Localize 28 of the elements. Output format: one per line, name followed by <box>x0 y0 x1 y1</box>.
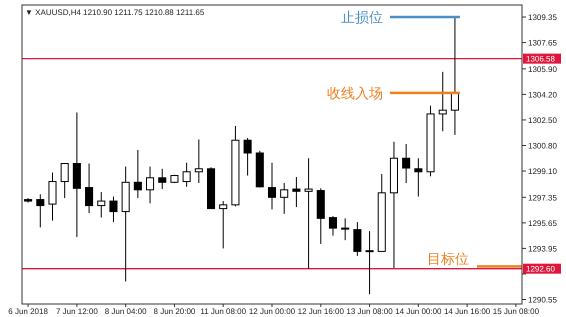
y-tick-label: 1295.65 <box>528 218 558 228</box>
ref-line-label: 1306.58 <box>526 54 556 64</box>
y-tick-label: 1293.95 <box>528 244 558 254</box>
band-label: 止损位 <box>340 10 383 26</box>
y-tick-label: 1304.20 <box>528 90 558 100</box>
y-tick-label: 1297.35 <box>528 193 558 202</box>
y-tick-label: 1290.55 <box>528 295 558 304</box>
band-label: 收线入场 <box>326 86 383 102</box>
x-tick-label: 6 Jun 2018 <box>8 307 48 316</box>
band-label: 目标位 <box>426 251 469 268</box>
y-tick-label: 1299.10 <box>528 167 558 176</box>
y-tick-label: 1307.65 <box>528 38 558 48</box>
x-tick-label: 11 Jun 08:00 <box>200 307 247 316</box>
x-tick-label: 8 Jun 04:00 <box>104 307 148 316</box>
y-tick-label: 1309.35 <box>528 13 558 22</box>
y-tick-label: 1302.50 <box>528 116 558 125</box>
x-tick-label: 8 Jun 20:00 <box>154 307 196 316</box>
y-tick-label: 1300.80 <box>528 141 558 150</box>
x-tick-label: 12 Jun 00:00 <box>248 307 296 316</box>
ref-line-label: 1292.60 <box>526 264 556 274</box>
x-tick-label: 15 Jun 08:00 <box>492 307 540 316</box>
x-tick-label: 14 Jun 16:00 <box>444 307 491 316</box>
y-tick-label: 1305.90 <box>528 64 558 74</box>
x-tick-label: 12 Jun 16:00 <box>298 307 344 316</box>
x-tick-label: 7 Jun 12:00 <box>56 307 98 316</box>
x-tick-label: 13 Jun 08:00 <box>346 307 394 316</box>
x-tick-label: 14 Jun 00:00 <box>395 307 442 316</box>
chart-title: ▼ XAUUSD,H4 1210.90 1211.75 1210.88 1211.65 <box>25 8 205 17</box>
